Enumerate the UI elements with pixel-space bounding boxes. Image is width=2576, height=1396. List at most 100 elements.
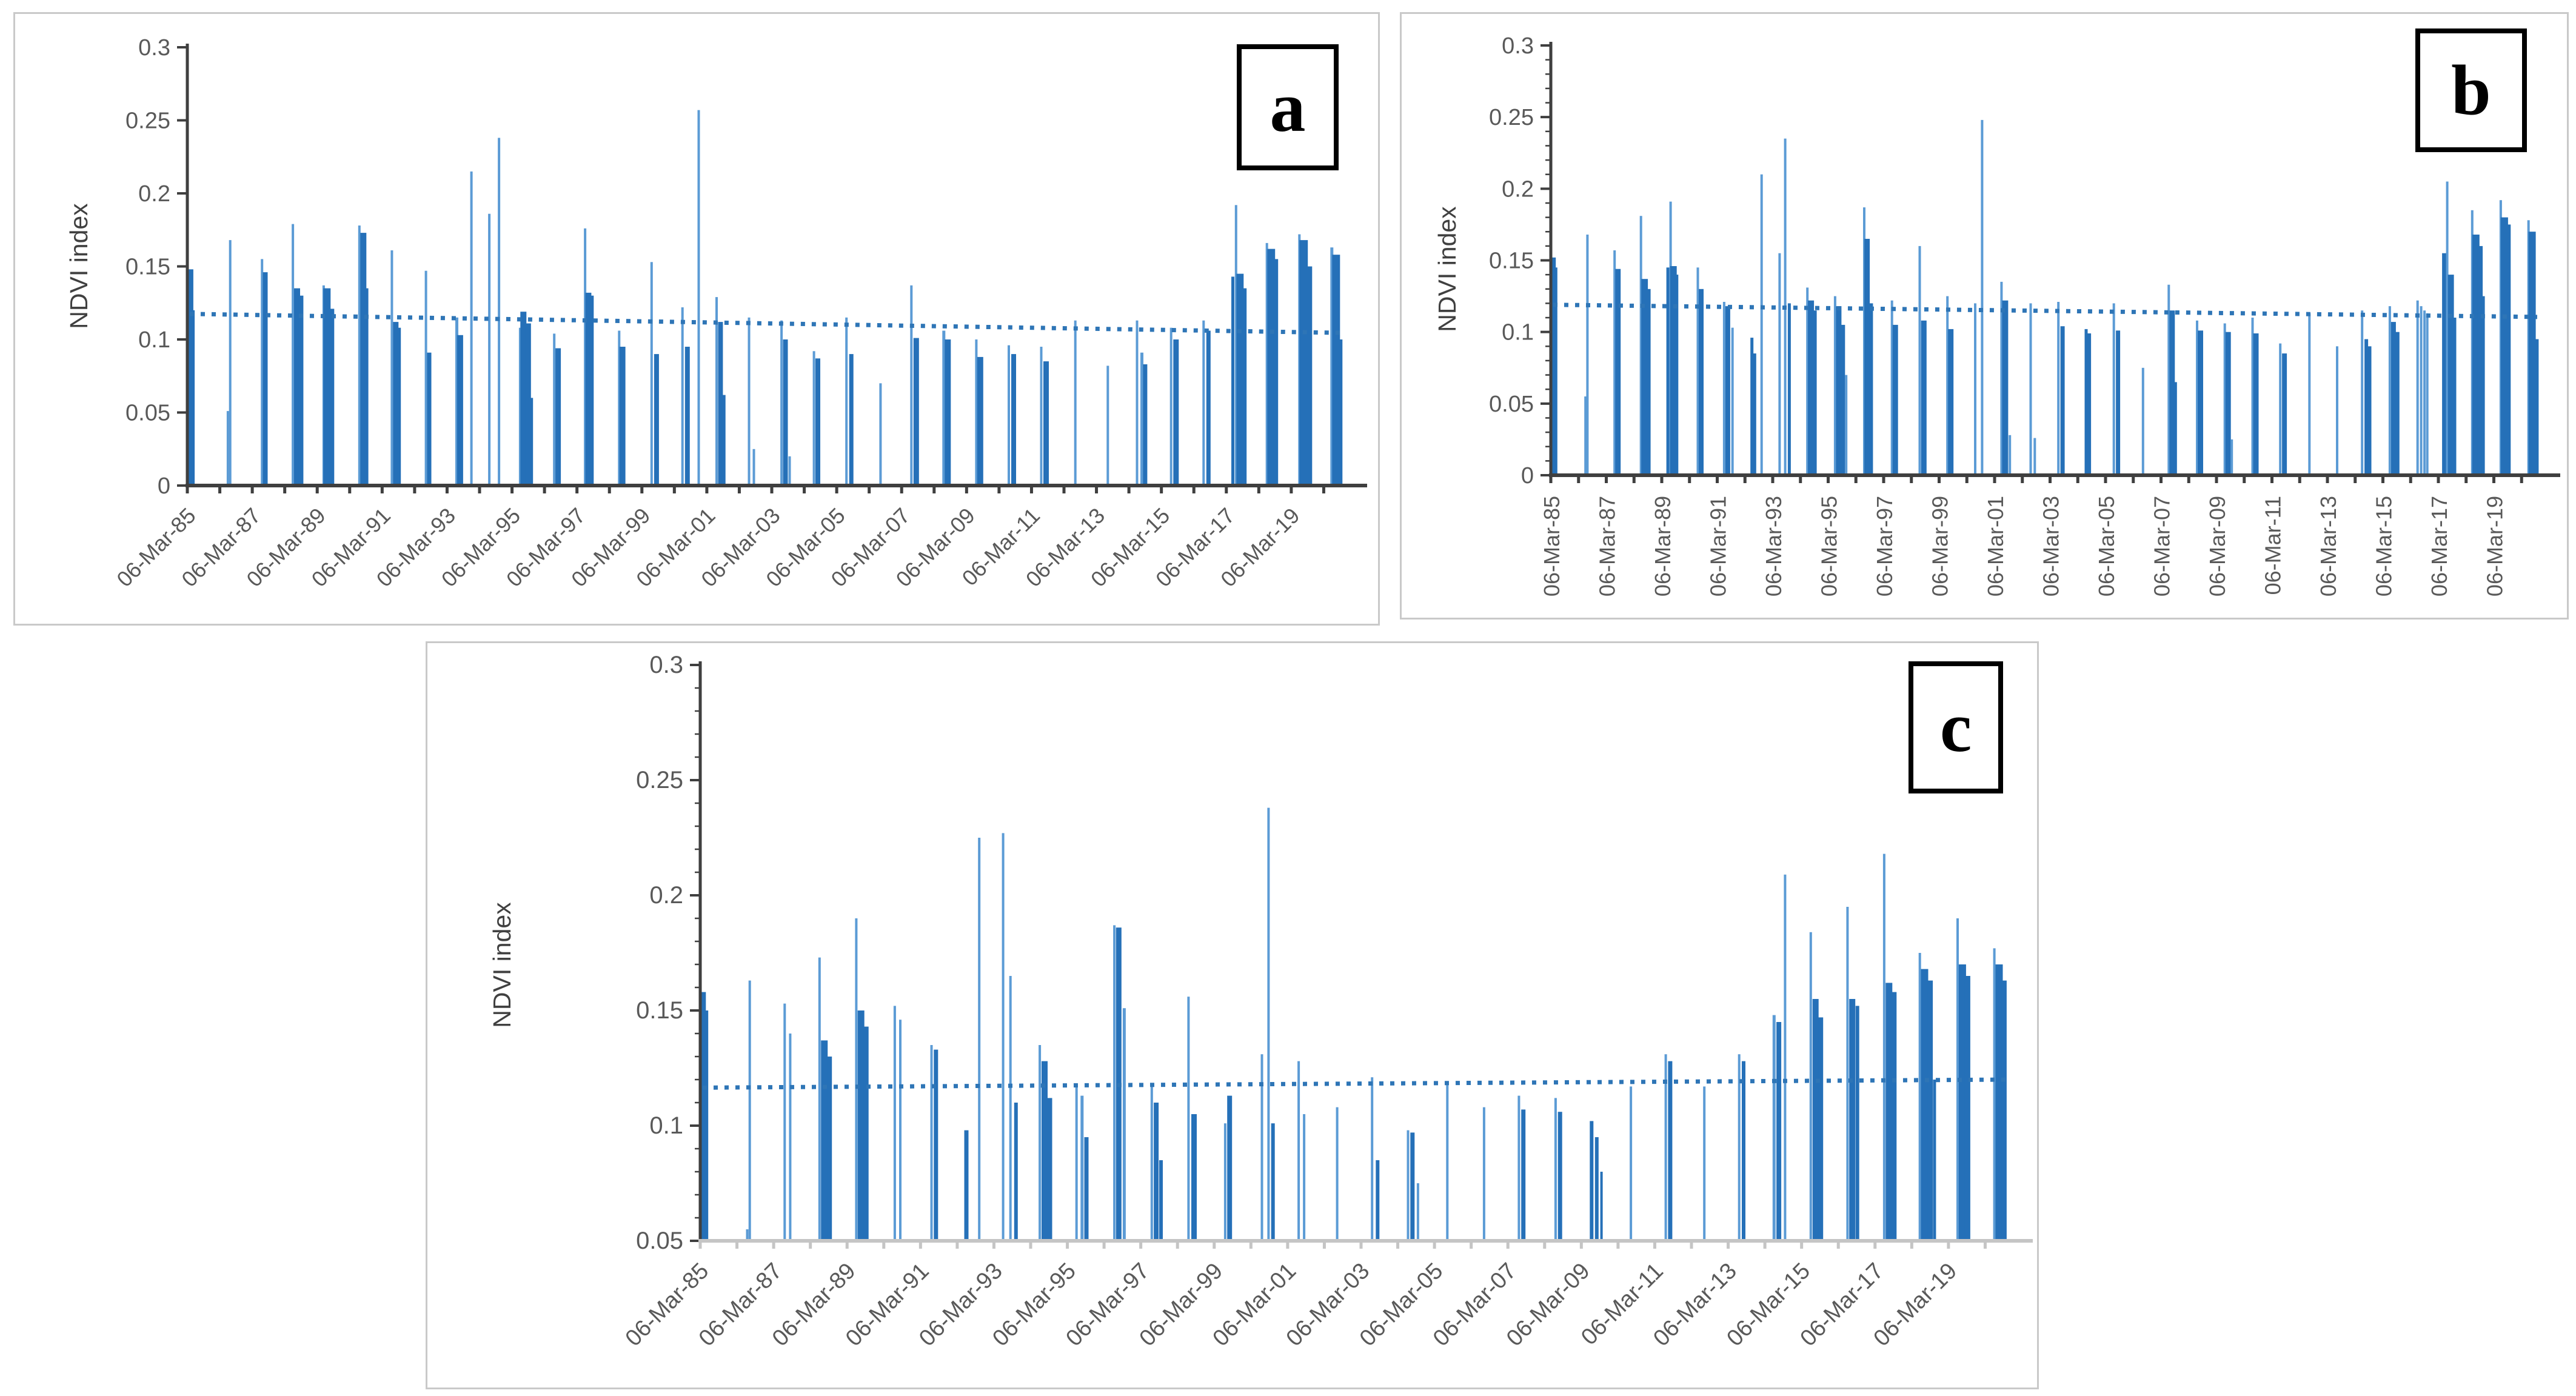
panel-letter-a: a (1270, 67, 1306, 147)
ndvi-bar (1231, 276, 1234, 486)
y-tick-label: 0.05 (636, 1227, 683, 1254)
ndvi-bar (684, 347, 690, 486)
ndvi-bar (812, 351, 815, 486)
ndvi-bar (1047, 1098, 1052, 1241)
ndvi-bar (1849, 999, 1856, 1241)
ndvi-bar (1787, 303, 1791, 475)
ndvi-bar (1806, 287, 1809, 475)
y-tick-label: 0.3 (138, 35, 170, 61)
ndvi-bar (780, 320, 783, 486)
ndvi-bar (2426, 313, 2429, 475)
ndvi-bar (1890, 300, 1893, 475)
ndvi-bar (715, 297, 718, 486)
x-tick-label: 06-Mar-91 (1706, 496, 1731, 596)
ndvi-bar (1299, 240, 1308, 486)
ndvi-bar (1234, 205, 1237, 486)
y-tick-label: 0.2 (1502, 176, 1534, 202)
ndvi-bar (2279, 343, 2282, 475)
ndvi-bar (2198, 330, 2203, 475)
ndvi-bar (1553, 267, 1557, 475)
ndvi-bar (1613, 250, 1616, 475)
ndvi-bar (364, 288, 369, 486)
ndvi-bar (1869, 303, 1873, 475)
ndvi-bar (1699, 289, 1704, 475)
y-tick-label: 0.1 (649, 1112, 683, 1139)
ndvi-bar (1407, 1130, 1410, 1241)
ndvi-bar (1630, 1086, 1633, 1241)
ndvi-bar (827, 1057, 832, 1241)
ndvi-bar (1668, 1061, 1673, 1241)
ndvi-bar (2416, 300, 2419, 475)
ndvi-bar (393, 322, 399, 486)
ndvi-bar (229, 240, 232, 486)
panel-letter-box-c: c (1909, 661, 2003, 793)
ndvi-bar (292, 224, 295, 486)
ndvi-bar (1187, 997, 1190, 1241)
x-tick-label: 06-Mar-99 (1928, 496, 1953, 596)
ndvi-bar (1833, 296, 1836, 475)
ndvi-bar (2001, 980, 2007, 1241)
ndvi-bar (2506, 224, 2511, 475)
x-tick-label: 06-Mar-93 (1761, 496, 1786, 596)
ndvi-bar (1750, 338, 1754, 475)
panel-b: NDVI index 0 0.05 0.1 0.15 0.2 0.25 0.3 06-Mar-… (1400, 12, 2569, 620)
y-tick-label: 0.1 (138, 327, 170, 353)
trend-line (1553, 302, 2538, 319)
x-tick-label: 06-Mar-19 (2483, 496, 2507, 596)
y-tick-label: 0.3 (649, 652, 683, 678)
y-tick-label: 0.25 (125, 109, 170, 134)
ndvi-bar (2364, 339, 2369, 475)
ndvi-bar (2116, 330, 2121, 475)
ndvi-bar (2141, 367, 2144, 476)
ndvi-bar (1927, 980, 1933, 1241)
ndvi-bar (1584, 396, 1587, 475)
ndvi-bar (619, 347, 626, 486)
ndvi-bar (1664, 1054, 1667, 1241)
ndvi-bar (1641, 279, 1648, 475)
ndvi-bar (1150, 1086, 1153, 1241)
ndvi-bar (975, 339, 978, 486)
ndvi-bar (1550, 257, 1556, 475)
ndvi-bar (697, 110, 700, 486)
ndvi-bar (1846, 907, 1849, 1241)
trend-line (189, 312, 1345, 335)
ndvi-bar (1742, 1061, 1745, 1241)
ndvi-bar (964, 1130, 969, 1241)
ndvi-bar (323, 288, 331, 486)
ndvi-bar (261, 259, 264, 486)
ndvi-bar (1336, 1107, 1339, 1241)
ndvi-bar (525, 323, 531, 486)
ndvi-bar (397, 327, 401, 486)
ndvi-bar (1921, 320, 1927, 475)
ndvi-bar (1040, 347, 1043, 486)
y-tick-label: 0 (1521, 463, 1534, 489)
ndvi-bar (584, 228, 587, 486)
ndvi-bar (2390, 322, 2396, 475)
ndvi-bar (1206, 330, 1211, 486)
ndvi-bar (2395, 332, 2400, 475)
ndvi-bar (2447, 275, 2454, 475)
ndvi-bar (1836, 306, 1842, 475)
ndvi-bar (1297, 1061, 1300, 1241)
ndvi-bar (553, 333, 556, 486)
ndvi-bar (1808, 300, 1815, 475)
ndvi-bar (1600, 1172, 1603, 1241)
ndvi-bar (942, 330, 946, 486)
ndvi-bar (424, 270, 427, 486)
ndvi-bar (1014, 1103, 1018, 1241)
ndvi-bar (978, 838, 981, 1241)
ndvi-bar (470, 171, 473, 486)
y-tick-label: 0.2 (649, 882, 683, 909)
ndvi-bar (1974, 303, 1976, 475)
ndvi-bar (2087, 333, 2092, 475)
ndvi-bar (2173, 382, 2177, 475)
panel-letter-c: c (1939, 687, 1972, 767)
ndvi-bar (1521, 1109, 1526, 1241)
ndvi-bar (1666, 267, 1670, 475)
ndvi-bar (2388, 306, 2391, 475)
ndvi-bar (930, 1045, 933, 1241)
y-tick-label: 0.15 (636, 997, 683, 1024)
ndvi-bar (1615, 269, 1621, 475)
ndvi-bar (1645, 289, 1651, 475)
ndvi-bar (2033, 438, 2036, 475)
